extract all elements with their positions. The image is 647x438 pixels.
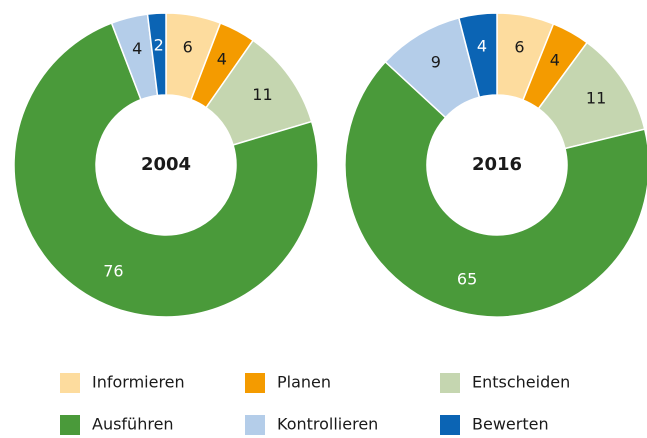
legend-swatch <box>245 373 265 393</box>
legend-label: Planen <box>277 373 331 392</box>
donut-center-label: 2004 <box>141 154 191 175</box>
legend-swatch <box>440 415 460 435</box>
legend-swatch <box>60 373 80 393</box>
slice-label: 2 <box>154 36 164 55</box>
donut-center-label: 2016 <box>472 154 522 175</box>
legend-swatch <box>245 415 265 435</box>
slice-label: 11 <box>586 89 606 108</box>
donut-slice <box>13 22 319 318</box>
legend-label: Ausführen <box>92 415 174 434</box>
slice-label: 9 <box>431 52 441 71</box>
donut-slice <box>146 12 167 97</box>
slice-label: 4 <box>132 39 142 58</box>
slice-label: 11 <box>252 85 272 104</box>
legend-swatch <box>440 373 460 393</box>
slice-label: 6 <box>183 37 193 56</box>
slice-label: 4 <box>477 36 487 55</box>
legend-label: Informieren <box>92 373 185 392</box>
slice-label: 4 <box>550 51 560 70</box>
legend-label: Entscheiden <box>472 373 570 392</box>
slice-label: 6 <box>514 38 524 57</box>
slice-label: 4 <box>217 49 227 68</box>
legend-swatch <box>60 415 80 435</box>
donut-slice <box>344 60 647 318</box>
slice-label: 65 <box>457 270 477 289</box>
legend-label: Kontrollieren <box>277 415 378 434</box>
legend-label: Bewerten <box>472 415 549 434</box>
slice-label: 76 <box>103 261 123 280</box>
donut-slice <box>457 12 498 99</box>
